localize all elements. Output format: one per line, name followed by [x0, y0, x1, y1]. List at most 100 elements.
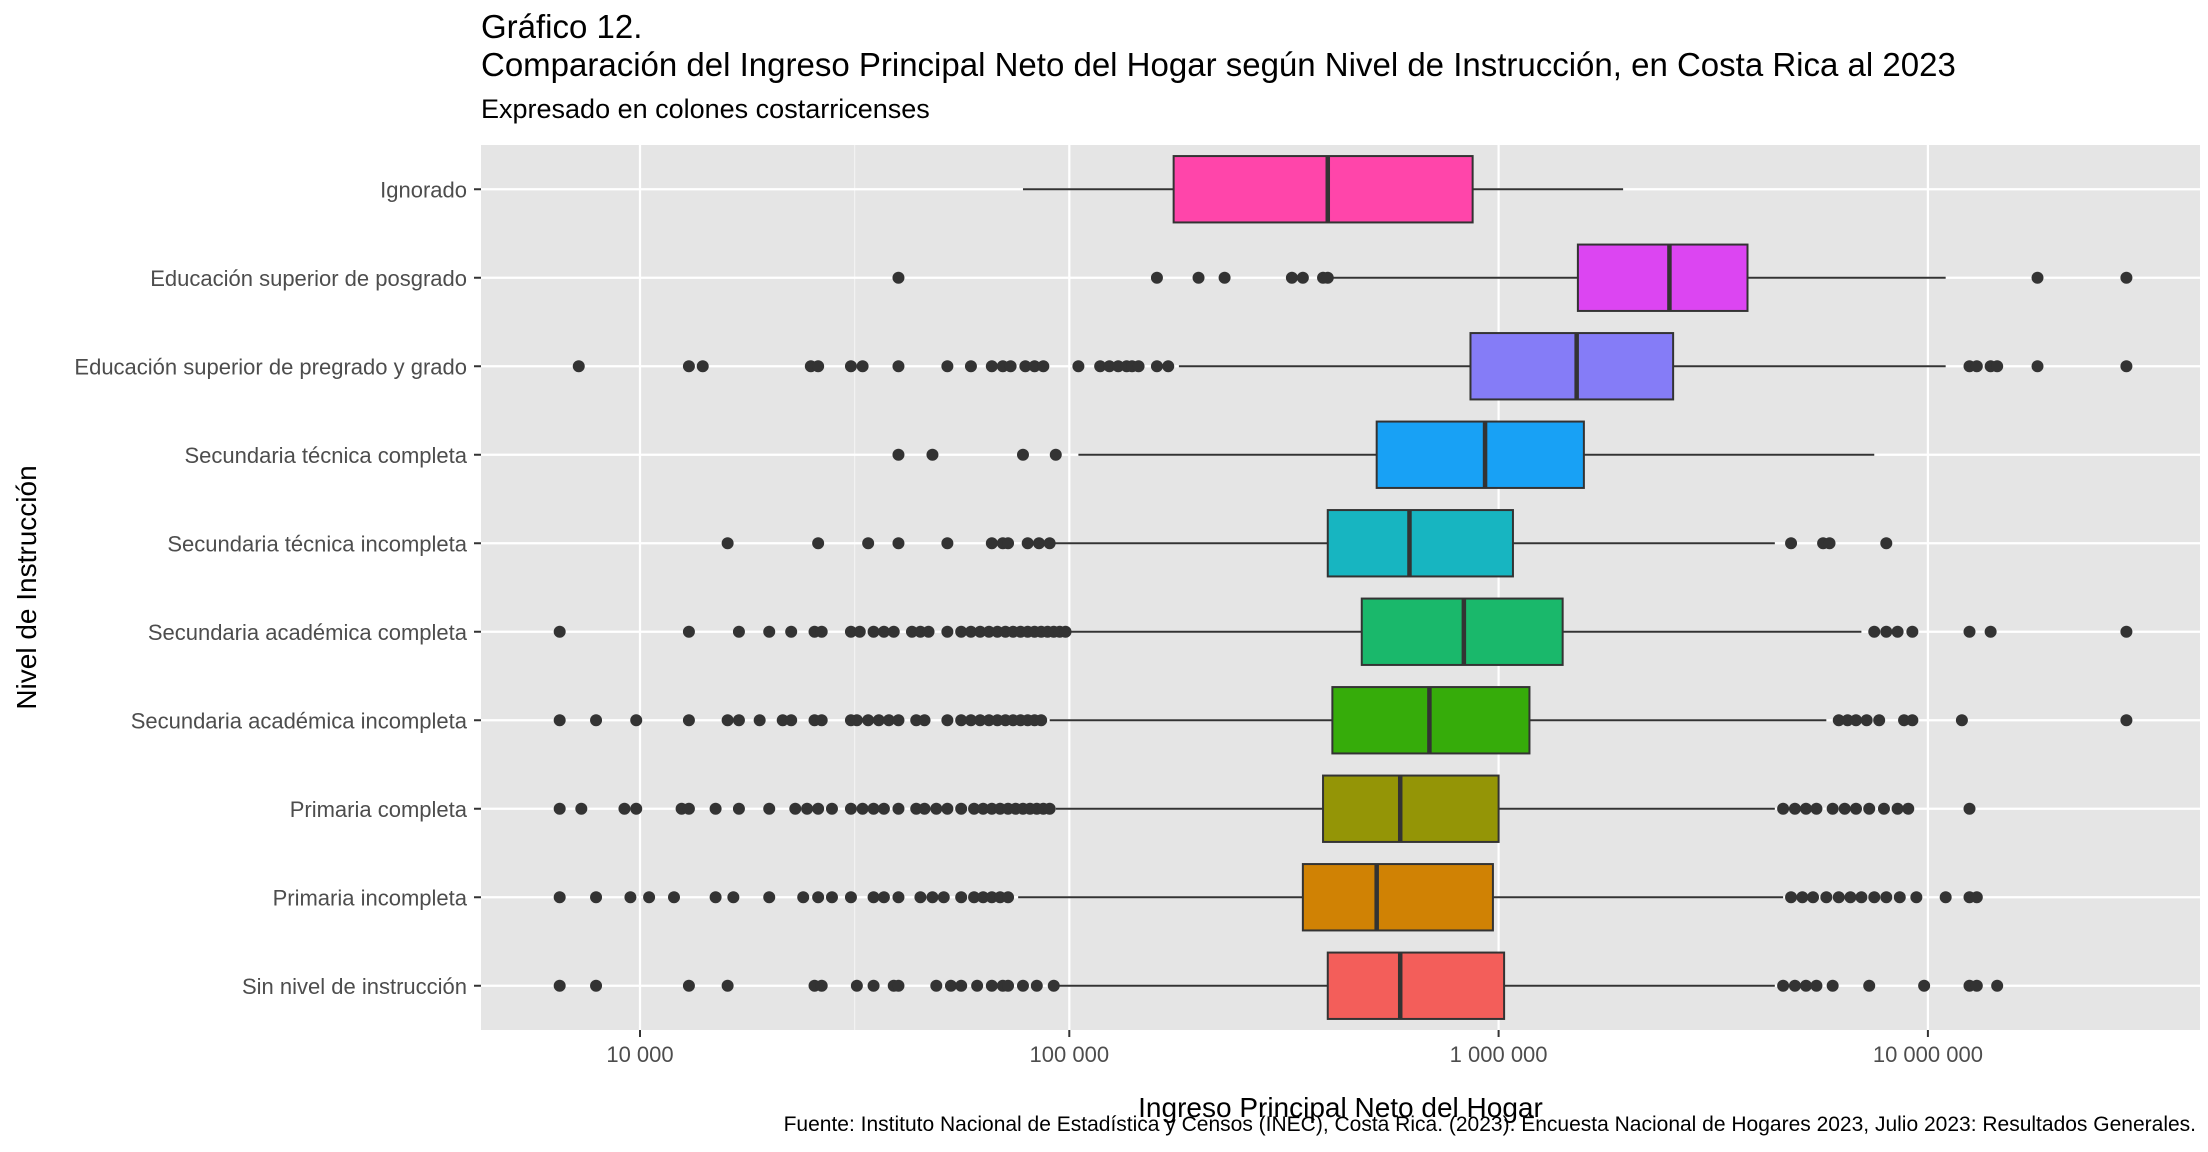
chart-title-line-2: Comparación del Ingreso Principal Neto d… — [481, 46, 1956, 83]
outlier-point — [955, 625, 968, 638]
y-axis-labels: Ignorado Educación superior de posgrado Ed… — [74, 177, 481, 999]
outlier-point — [1880, 625, 1893, 638]
outlier-point — [1970, 979, 1983, 992]
outlier-point — [862, 537, 875, 550]
outlier-point — [2120, 625, 2133, 638]
outlier-point — [789, 802, 802, 815]
outlier-point — [1880, 537, 1893, 550]
outlier-point — [856, 802, 869, 815]
outlier-point — [941, 802, 954, 815]
outlier-point — [974, 625, 987, 638]
outlier-point — [590, 891, 603, 904]
outlier-point — [667, 891, 680, 904]
category-label: Educación superior de pregrado y grado — [74, 354, 467, 379]
outlier-point — [1810, 802, 1823, 815]
outlier-point — [1043, 537, 1056, 550]
outlier-point — [1863, 979, 1876, 992]
outlier-point — [1810, 979, 1823, 992]
outlier-point — [977, 891, 990, 904]
outlier-point — [930, 802, 943, 815]
outlier-point — [776, 714, 789, 727]
outlier-point — [926, 891, 939, 904]
chart-subtitle: Expresado en colones costarricenses — [481, 94, 930, 124]
outlier-point — [1844, 891, 1857, 904]
outlier-point — [785, 714, 798, 727]
outlier-point — [941, 537, 954, 550]
outlier-point — [575, 802, 588, 815]
outlier-point — [918, 802, 931, 815]
outlier-point — [930, 979, 943, 992]
y-axis-title: Nivel de Instrucción — [11, 465, 42, 709]
outlier-point — [974, 714, 987, 727]
category-boxplot — [553, 951, 2004, 1020]
outlier-point — [682, 360, 695, 373]
x-tick-label: 1 000 000 — [1450, 1042, 1548, 1067]
category-boxplot — [553, 597, 2133, 666]
chart-title-line-1: Gráfico 12. — [481, 8, 643, 45]
outlier-point — [914, 891, 927, 904]
category-label: Secundaria académica incompleta — [131, 708, 468, 733]
outlier-point — [944, 979, 957, 992]
outlier-point — [1150, 360, 1163, 373]
iqr-box — [1375, 420, 1585, 489]
outlier-point — [1777, 979, 1790, 992]
outlier-point — [856, 360, 869, 373]
boxes-layer — [553, 155, 2133, 1020]
outlier-point — [1970, 360, 1983, 373]
outlier-point — [812, 891, 825, 904]
outlier-point — [1910, 891, 1923, 904]
outlier-point — [682, 802, 695, 815]
outlier-point — [1826, 979, 1839, 992]
outlier-point — [682, 714, 695, 727]
iqr-box — [1576, 243, 1749, 312]
outlier-point — [877, 802, 890, 815]
outlier-point — [1826, 802, 1839, 815]
outlier-point — [844, 360, 857, 373]
outlier-point — [2120, 714, 2133, 727]
outlier-point — [696, 360, 709, 373]
outlier-point — [867, 625, 880, 638]
outlier-point — [982, 714, 995, 727]
outlier-point — [618, 802, 631, 815]
outlier-point — [985, 802, 998, 815]
outlier-point — [812, 360, 825, 373]
outlier-point — [964, 360, 977, 373]
outlier-point — [1868, 625, 1881, 638]
outlier-point — [985, 537, 998, 550]
outlier-point — [1891, 802, 1904, 815]
outlier-point — [1880, 891, 1893, 904]
outlier-point — [1955, 714, 1968, 727]
category-label: Primaria completa — [290, 797, 468, 822]
outlier-point — [1777, 802, 1790, 815]
outlier-point — [867, 979, 880, 992]
outlier-point — [1970, 891, 1983, 904]
outlier-point — [553, 625, 566, 638]
outlier-point — [812, 537, 825, 550]
outlier-point — [985, 360, 998, 373]
outlier-point — [553, 714, 566, 727]
outlier-point — [721, 979, 734, 992]
outlier-point — [1807, 891, 1820, 904]
outlier-point — [1893, 891, 1906, 904]
outlier-point — [892, 891, 905, 904]
outlier-point — [862, 714, 875, 727]
outlier-point — [1898, 714, 1911, 727]
outlier-point — [1984, 625, 1997, 638]
outlier-point — [1963, 802, 1976, 815]
outlier-point — [964, 625, 977, 638]
outlier-point — [955, 891, 968, 904]
outlier-point — [812, 802, 825, 815]
outlier-point — [553, 802, 566, 815]
outlier-point — [1028, 360, 1041, 373]
outlier-point — [1016, 448, 1029, 461]
outlier-point — [1103, 360, 1116, 373]
iqr-box — [1322, 774, 1500, 843]
outlier-point — [1796, 891, 1809, 904]
outlier-point — [882, 714, 895, 727]
outlier-point — [1788, 802, 1801, 815]
outlier-point — [892, 979, 905, 992]
category-label: Secundaria técnica completa — [185, 443, 468, 468]
category-label: Ignorado — [380, 177, 467, 202]
outlier-point — [867, 802, 880, 815]
iqr-box — [1326, 509, 1514, 578]
